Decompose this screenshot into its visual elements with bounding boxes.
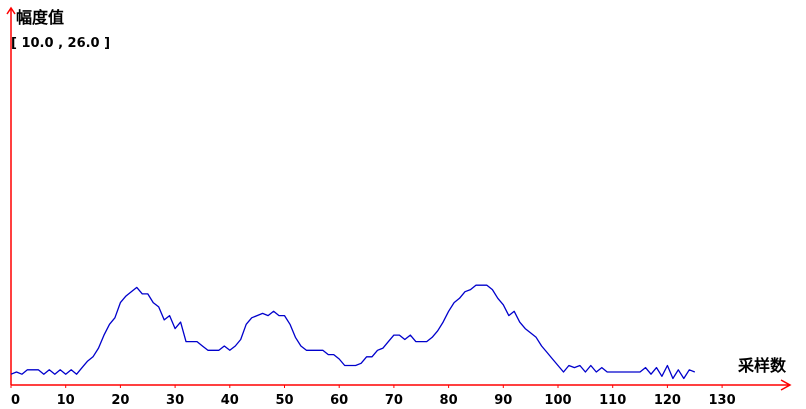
- y-axis-arrow: [6, 6, 16, 15]
- x-tick-label: 30: [166, 393, 184, 408]
- y-axis-label: 幅度值: [16, 8, 65, 27]
- x-axis-label: 采样数: [738, 356, 787, 375]
- chart-series: [10, 284, 696, 380]
- x-tick-label: 40: [221, 393, 239, 408]
- y-range-label: [ 10.0 , 26.0 ]: [11, 36, 111, 51]
- x-tick-label: 50: [275, 393, 293, 408]
- x-tick-label: 100: [544, 393, 571, 408]
- x-tick-label: 110: [599, 393, 626, 408]
- x-tick-label: 80: [440, 393, 458, 408]
- x-tick-label: 60: [330, 393, 348, 408]
- x-tick-label: 120: [654, 393, 681, 408]
- x-tick-label: 130: [709, 393, 736, 408]
- x-tick-label: 90: [494, 393, 512, 408]
- x-tick-label: 10: [57, 393, 75, 408]
- x-tick-label: 20: [111, 393, 129, 408]
- x-tick-labels: 0 10 20 30 40 50 60 70 80 90 100 110 120 130: [10, 385, 736, 408]
- chart-axes: [6, 6, 792, 391]
- x-tick-label: 70: [385, 393, 403, 408]
- x-axis-arrow: [780, 379, 792, 391]
- x-tick-label: 0: [11, 393, 20, 408]
- series-line: [10, 284, 696, 380]
